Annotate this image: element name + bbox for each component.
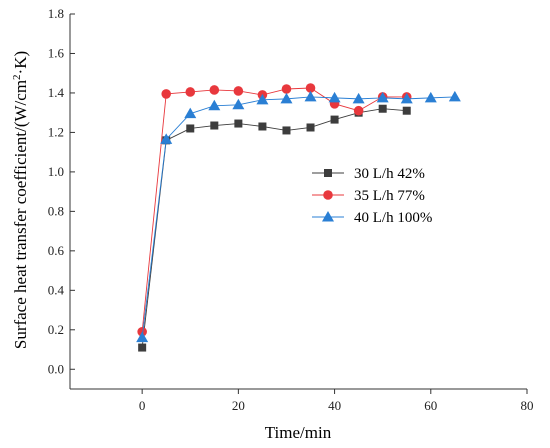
y-axis-title-prefix: Surface heat transfer coefficient/(W/cm (11, 80, 30, 349)
legend-label: 35 L/h 77% (354, 188, 425, 204)
data-point (400, 92, 413, 104)
data-point (208, 99, 221, 111)
data-point (136, 331, 149, 343)
legend-marker (324, 169, 332, 177)
data-point (353, 105, 364, 116)
data-point (282, 126, 291, 135)
y-tick-label: 0.4 (48, 282, 65, 297)
y-tick-label: 1.2 (48, 124, 64, 139)
series-line (141, 96, 455, 338)
data-point (402, 106, 411, 115)
series-3 (136, 90, 461, 343)
data-point (304, 90, 317, 102)
data-point (305, 83, 316, 93)
y-tick-label: 1.0 (48, 164, 64, 179)
legend-item: 35 L/h 77% (312, 188, 425, 204)
series-1 (138, 104, 411, 352)
x-axis-ticks: 0 20 40 60 80 (139, 389, 534, 413)
y-tick-label: 1.4 (48, 85, 65, 100)
data-point (328, 91, 341, 103)
legend: 30 L/h 42% 35 L/h 77% 40 L/h 100% (312, 166, 432, 226)
data-point (258, 122, 267, 131)
data-point (352, 92, 365, 104)
y-tick-label: 1.6 (48, 45, 65, 60)
data-point (306, 123, 315, 132)
x-tick-label: 20 (232, 398, 245, 413)
plot-area (69, 14, 527, 390)
series-line (141, 108, 407, 348)
x-tick-label: 0 (139, 398, 146, 413)
data-point (281, 84, 292, 94)
x-tick-label: 80 (521, 398, 534, 413)
legend-marker (323, 190, 333, 200)
data-point (424, 91, 437, 103)
y-tick-label: 1.8 (48, 6, 64, 21)
series-layer (136, 83, 461, 352)
data-point (184, 107, 197, 119)
x-tick-label: 40 (328, 398, 341, 413)
legend-label: 40 L/h 100% (354, 210, 432, 226)
x-axis-title: Time/min (265, 423, 332, 442)
data-point (160, 133, 173, 144)
data-point (232, 98, 245, 110)
legend-label: 30 L/h 42% (354, 166, 425, 182)
y-tick-label: 0.2 (48, 322, 64, 337)
data-point (186, 124, 195, 133)
legend-marker (322, 211, 334, 222)
data-point (234, 119, 243, 128)
legend-item: 40 L/h 100% (312, 210, 432, 226)
y-tick-label: 0.0 (48, 361, 64, 376)
data-point (161, 89, 172, 99)
x-tick-label: 60 (424, 398, 437, 413)
data-point (256, 93, 269, 105)
legend-item: 30 L/h 42% (312, 166, 425, 182)
data-point (448, 90, 461, 102)
y-axis-title-suffix: ·K) (11, 51, 30, 75)
y-axis-title: Surface heat transfer coefficient/(W/cm2… (11, 51, 30, 349)
data-point (138, 343, 147, 352)
data-point (378, 104, 387, 113)
y-axis-title-sup: 2 (11, 74, 23, 80)
data-point (280, 92, 293, 104)
y-tick-label: 0.8 (48, 203, 64, 218)
data-point (376, 91, 389, 103)
data-point (185, 87, 196, 97)
data-point (209, 85, 220, 95)
y-tick-label: 0.6 (48, 243, 65, 258)
data-point (210, 121, 219, 130)
y-axis-ticks: 0.0 0.2 0.4 0.6 0.8 1.0 1.2 1.4 1.6 1.8 (48, 6, 75, 376)
data-point (233, 86, 244, 96)
data-point (330, 115, 339, 124)
